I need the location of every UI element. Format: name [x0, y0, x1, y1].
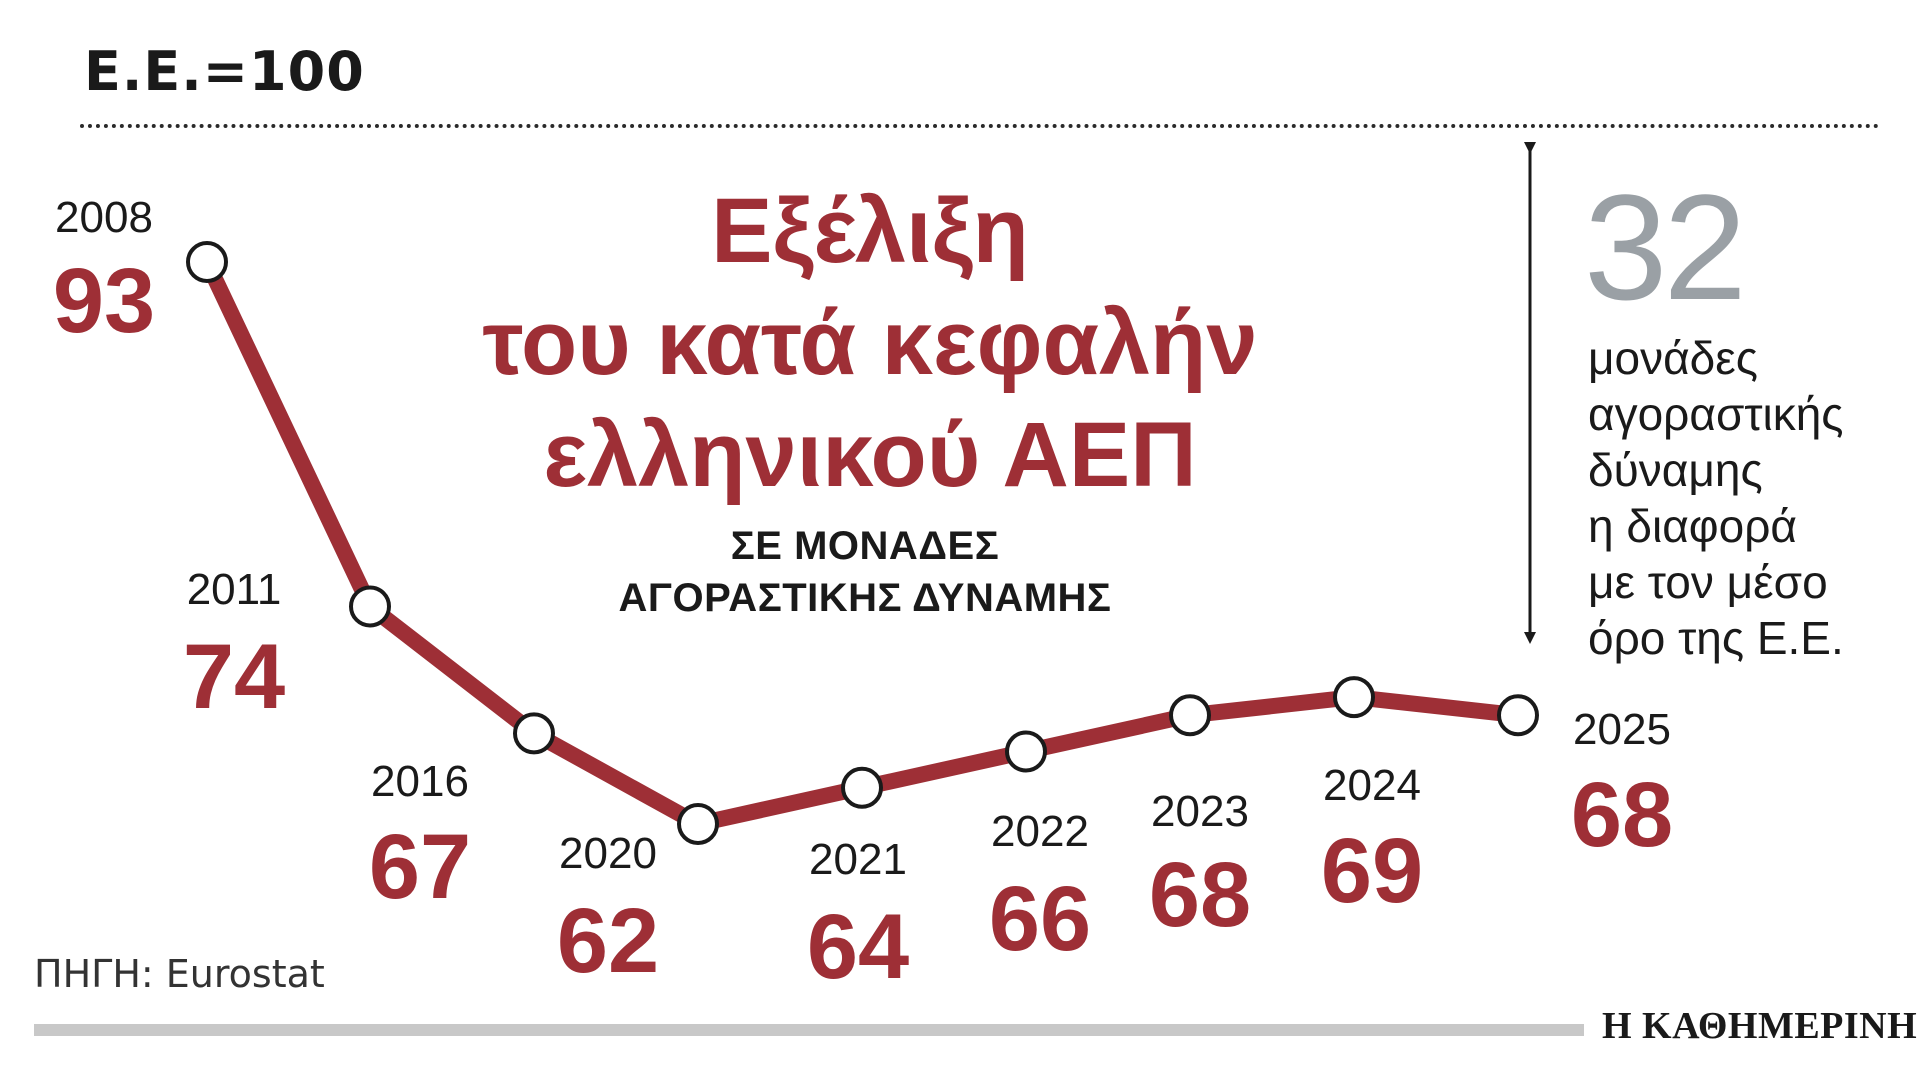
value-label-2024: 69 — [1321, 820, 1423, 922]
year-label-2025: 2025 — [1573, 705, 1671, 754]
point-labels: 2008 93 2011 74 2016 67 2020 62 2021 64 2022 66 2023… — [53, 193, 1673, 998]
data-point-2023 — [1169, 694, 1211, 737]
data-point-2022 — [1005, 730, 1047, 773]
footer-bar — [34, 1024, 1584, 1036]
year-label-2023: 2023 — [1151, 787, 1249, 836]
subtitle-line: ΣΕ ΜΟΝΑΔΕΣ — [730, 524, 1000, 568]
data-point-2008 — [186, 241, 228, 283]
title-line: Εξέλιξη — [711, 180, 1029, 282]
index-label: Ε.Ε.=100 — [84, 40, 365, 103]
note-line: η διαφορά — [1588, 500, 1797, 552]
source-credit: ΠΗΓΗ: Eurostat — [34, 952, 325, 996]
value-label-2008: 93 — [53, 250, 155, 352]
data-point-2020 — [677, 803, 719, 845]
subtitle-line: ΑΓΟΡΑΣΤΙΚΗΣ ΔΥΝΑΜΗΣ — [618, 576, 1112, 620]
eu-reference-line — [80, 124, 1880, 128]
year-label-2011: 2011 — [187, 565, 282, 614]
chart-subtitle: ΣΕ ΜΟΝΑΔΕΣ ΑΓΟΡΑΣΤΙΚΗΣ ΔΥΝΑΜΗΣ — [540, 520, 1190, 624]
markers — [186, 241, 1539, 845]
value-label-2022: 66 — [989, 868, 1091, 970]
year-label-2008: 2008 — [55, 193, 153, 242]
title-line: ελληνικού ΑΕΠ — [543, 404, 1197, 506]
difference-note: μονάδες αγοραστικής δύναμης η διαφορά με… — [1588, 330, 1888, 666]
note-line: μονάδες — [1588, 332, 1758, 384]
data-point-2016 — [513, 712, 555, 755]
value-label-2020: 62 — [557, 890, 659, 992]
year-label-2021: 2021 — [809, 835, 907, 884]
value-label-2021: 64 — [807, 896, 909, 998]
chart-title: Εξέλιξη του κατά κεφαλήν ελληνικού ΑΕΠ — [440, 175, 1300, 511]
year-label-2016: 2016 — [371, 757, 469, 806]
difference-number: 32 — [1584, 163, 1747, 331]
data-point-2025 — [1497, 694, 1539, 737]
value-label-2016: 67 — [369, 816, 471, 918]
note-line: αγοραστικής — [1588, 388, 1844, 440]
year-label-2024: 2024 — [1323, 761, 1421, 810]
data-point-2011 — [349, 585, 391, 628]
value-label-2023: 68 — [1149, 844, 1251, 946]
value-label-2011: 74 — [183, 626, 285, 728]
data-point-2024 — [1333, 676, 1375, 719]
brand-logo: Η ΚΑΘΗΜΕΡΙΝΗ — [1602, 1005, 1918, 1047]
note-line: δύναμης — [1588, 444, 1763, 496]
year-label-2020: 2020 — [559, 829, 657, 878]
year-label-2022: 2022 — [991, 807, 1089, 856]
note-line: όρο της Ε.Ε. — [1588, 612, 1844, 664]
value-label-2025: 68 — [1571, 764, 1673, 866]
note-line: με τον μέσο — [1588, 556, 1828, 608]
data-point-2021 — [841, 766, 883, 809]
title-line: του κατά κεφαλήν — [482, 292, 1258, 394]
